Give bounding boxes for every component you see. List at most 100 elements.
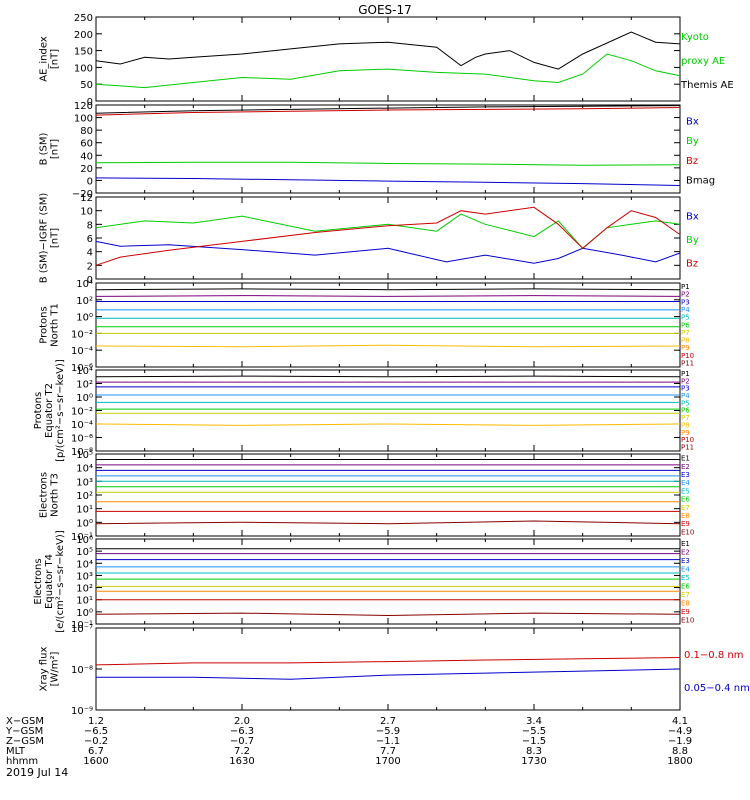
- legend-entry: P7: [681, 329, 690, 337]
- y-axis-label: AE_index: [39, 36, 50, 82]
- legend-entry: P6: [681, 321, 690, 329]
- series-line-By: [95, 213, 681, 249]
- y-tick-label: 10²: [76, 584, 93, 595]
- series-line-P8: [95, 423, 681, 426]
- legend-entry: E7: [681, 591, 690, 599]
- y-axis-label: Electrons: [33, 558, 44, 604]
- series-line-By: [95, 161, 681, 166]
- legend-entry: P11: [681, 359, 694, 367]
- legend-entry: P8: [681, 337, 690, 345]
- panel-8: 10⁻⁷ 10⁻⁸ 10⁻⁹ Xray flux [W/m²] 0.1−0.8 nm 0.0…: [39, 624, 750, 717]
- x-axis-row-label: MLT: [6, 746, 26, 757]
- y-tick-label: 250: [74, 13, 93, 24]
- series-line-0.1−0.8 nm: [95, 657, 681, 666]
- x-axis-row-label: Z−GSM: [6, 736, 44, 747]
- legend-entry: P1: [681, 283, 690, 291]
- y-tick-label: 10: [80, 207, 93, 218]
- y-axis-label: Protons: [33, 392, 44, 429]
- series-line-Bz: [95, 107, 681, 116]
- y-tick-label: 10⁴: [76, 279, 93, 290]
- legend-entry: 0.1−0.8 nm: [684, 650, 743, 661]
- x-axis-row-label: X−GSM: [6, 716, 44, 727]
- x-tick-label: −6.5: [84, 726, 108, 737]
- y-tick-label: 50: [80, 80, 93, 91]
- y-axis-label: [p/(cm²−s−sr−keV)]: [55, 359, 66, 462]
- x-tick-label: −4.9: [668, 726, 692, 737]
- legend-entry: P8: [681, 421, 690, 429]
- panel-3: 12 10 8 6 4 2 0 B (SM)−IGRF (SM) [nT] Bx By Bz: [39, 193, 699, 286]
- y-axis-label: [nT]: [50, 139, 61, 159]
- x-tick-label: 1630: [229, 756, 254, 767]
- y-axis-label: [e/(cm²−s−sr−keV)]: [55, 530, 66, 633]
- legend-entry: P7: [681, 414, 690, 422]
- x-tick-label: 4.1: [672, 716, 688, 727]
- legend-entry: By: [686, 235, 699, 246]
- y-tick-label: 8: [87, 220, 93, 231]
- x-tick-label: −6.3: [230, 726, 254, 737]
- legend-entry: proxy AE: [681, 56, 725, 67]
- legend-entry: E1: [681, 455, 690, 463]
- y-tick-label: 100: [74, 63, 93, 74]
- legend-entry: P9: [681, 344, 690, 352]
- x-tick-label: 2.7: [380, 716, 396, 727]
- x-tick-label: 6.7: [88, 746, 104, 757]
- legend-entry: 0.05−0.4 nm: [684, 683, 750, 694]
- y-axis-label: [nT]: [50, 49, 61, 69]
- legend-entry: E9: [681, 608, 690, 616]
- y-tick-label: 10²: [76, 380, 93, 391]
- x-tick-label: −5.5: [522, 726, 546, 737]
- legend-entry: E3: [681, 471, 690, 479]
- y-axis-label: [W/m²]: [50, 651, 61, 686]
- legend-entry: E10: [681, 616, 694, 624]
- x-axis-row-label: Y−GSM: [5, 726, 43, 737]
- legend-entry: P3: [681, 298, 690, 306]
- legend-entry: E5: [681, 574, 690, 582]
- date-label: 2019 Jul 14: [6, 766, 68, 779]
- legend-entry: Bmag: [686, 175, 715, 186]
- x-tick-label: 7.2: [234, 746, 250, 757]
- series-line-Bmag: [95, 105, 681, 114]
- x-tick-label: −1.9: [668, 736, 692, 747]
- panel-5: 10⁴ 10² 10⁰ 10⁻² 10⁻⁴ 10⁻⁶ 10⁻⁸ Protons Equator …: [33, 359, 694, 462]
- y-tick-label: 100: [74, 114, 93, 125]
- legend-entry: Bz: [686, 259, 698, 270]
- y-axis-label: [nT]: [50, 228, 61, 248]
- y-tick-label: 20: [80, 164, 93, 175]
- x-tick-label: 1730: [521, 756, 546, 767]
- series-line-P8: [95, 344, 681, 348]
- y-tick-label: 10³: [76, 477, 93, 488]
- legend-entry: E8: [681, 512, 690, 520]
- y-axis-label: Protons: [39, 306, 50, 343]
- series-line-E10: [95, 612, 681, 617]
- y-tick-label: 10⁴: [76, 559, 93, 570]
- panel-frame: [95, 627, 681, 711]
- panel-frame: [95, 16, 681, 102]
- y-tick-label: 10⁰: [76, 313, 93, 324]
- legend-entry: By: [686, 136, 699, 147]
- legend-entry: P11: [681, 444, 694, 452]
- y-tick-label: 10⁴: [76, 366, 93, 377]
- legend-entry: E1: [681, 540, 690, 548]
- y-tick-label: 0: [87, 97, 93, 108]
- y-axis-label: Equator T2: [44, 383, 55, 438]
- y-tick-label: 6: [87, 234, 93, 245]
- legend-entry: E2: [681, 463, 690, 471]
- series-line-Bx: [95, 177, 681, 186]
- y-tick-label: 12: [80, 193, 93, 204]
- y-axis-label: B (SM): [39, 132, 50, 165]
- legend-entry: E10: [681, 528, 694, 536]
- y-tick-label: 2: [87, 261, 93, 272]
- legend-entry: E7: [681, 504, 690, 512]
- y-tick-label: 10¹: [76, 596, 93, 607]
- panel-1: 250 200 150 100 50 0 AE_index [nT] Kyoto proxy AE…: [39, 13, 734, 108]
- x-tick-label: −1.1: [376, 736, 400, 747]
- series-line-P1: [95, 288, 681, 291]
- y-tick-label: 10⁶: [76, 535, 93, 546]
- y-tick-label: 10⁰: [76, 608, 93, 619]
- series-line-E10: [95, 520, 681, 525]
- legend-entry: Themis AE: [680, 80, 734, 91]
